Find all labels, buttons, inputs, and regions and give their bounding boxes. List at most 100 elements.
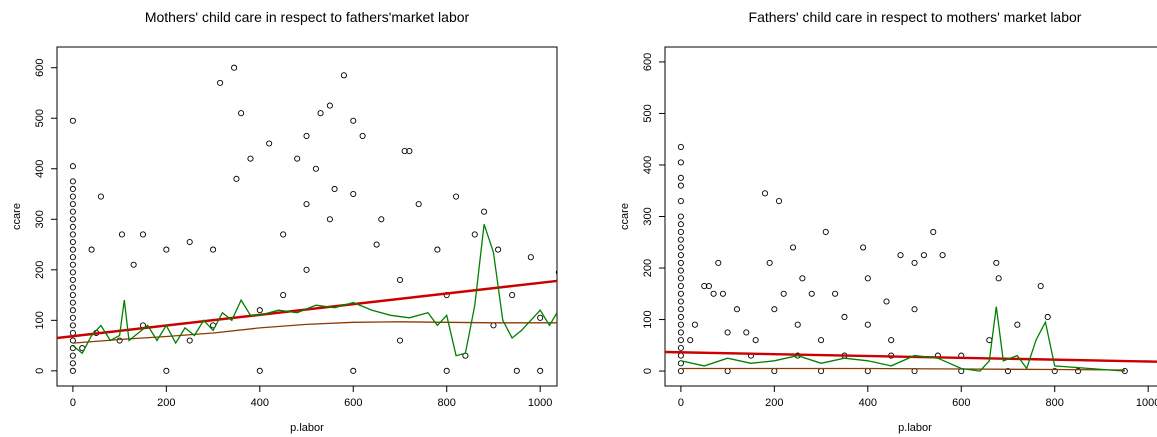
point [69, 223, 76, 230]
point [677, 221, 684, 228]
point [715, 259, 722, 266]
y-tick-label: 100 [642, 310, 654, 328]
point [312, 165, 319, 172]
fit-line [72, 321, 557, 344]
point [818, 368, 825, 375]
point [818, 337, 825, 344]
point [396, 276, 404, 283]
point [677, 337, 684, 344]
point [69, 337, 76, 344]
point [247, 155, 254, 162]
point [256, 307, 263, 314]
point [294, 155, 301, 162]
point [401, 148, 408, 155]
point [911, 259, 918, 266]
point [350, 190, 357, 198]
y-tick-label: 300 [642, 207, 654, 225]
point [396, 337, 404, 344]
point [280, 231, 287, 238]
point [69, 292, 76, 299]
point [705, 283, 712, 290]
x-tick-label: 200 [765, 397, 783, 409]
point [794, 321, 801, 328]
x-tick-label: 800 [1046, 397, 1064, 409]
point [186, 238, 193, 246]
point [266, 140, 273, 147]
point [97, 193, 104, 200]
point [771, 368, 778, 375]
point [303, 132, 310, 139]
point [677, 313, 684, 321]
point [710, 290, 717, 297]
point [217, 79, 224, 86]
point [677, 329, 684, 336]
chart-title: Mothers' child care in respect to father… [145, 9, 470, 25]
point [677, 267, 684, 274]
point [677, 259, 684, 266]
x-tick-label: 1000 [528, 397, 552, 409]
point [69, 201, 76, 208]
point [231, 64, 238, 71]
point [434, 246, 441, 253]
point [864, 368, 871, 375]
point [326, 216, 333, 223]
point [186, 337, 193, 344]
point [677, 197, 684, 205]
point [69, 299, 76, 306]
point [69, 231, 76, 238]
point [256, 367, 263, 374]
point [537, 314, 544, 321]
x-tick-label: 600 [344, 397, 362, 409]
point [513, 367, 520, 374]
point [724, 329, 731, 336]
point [537, 367, 544, 374]
point [280, 292, 287, 299]
point [350, 117, 357, 124]
point [210, 246, 217, 253]
x-tick-label: 600 [952, 397, 970, 409]
point [677, 228, 684, 236]
point [69, 185, 76, 193]
point [808, 290, 815, 297]
point [677, 298, 684, 305]
point [495, 246, 502, 253]
point [888, 337, 895, 344]
point [677, 368, 684, 375]
y-tick-label: 600 [34, 59, 46, 77]
panel: Mothers' child care in respect to father… [11, 9, 558, 434]
y-tick-label: 500 [34, 109, 46, 127]
y-tick-label: 300 [34, 210, 46, 228]
point [832, 290, 839, 297]
point [555, 269, 557, 275]
point [527, 254, 534, 261]
point [415, 201, 422, 208]
point [69, 178, 76, 185]
point [897, 252, 904, 259]
point [780, 290, 787, 297]
point [883, 298, 890, 305]
point [139, 231, 147, 238]
x-tick-label: 400 [251, 397, 269, 409]
point [775, 197, 783, 205]
point [130, 261, 137, 268]
plot-area [57, 64, 557, 374]
plot-box [664, 46, 1157, 387]
point [677, 344, 684, 351]
point [761, 190, 769, 197]
point [69, 216, 76, 223]
point [789, 244, 797, 251]
point [406, 148, 413, 155]
point [69, 360, 76, 367]
point [1014, 321, 1021, 328]
point [677, 360, 684, 367]
point [69, 163, 76, 170]
plot-area [665, 143, 1157, 375]
point [471, 231, 478, 238]
point [677, 352, 684, 359]
point [69, 276, 76, 283]
point [677, 159, 684, 166]
point [677, 306, 684, 313]
point [691, 321, 698, 328]
point [490, 322, 497, 329]
point [69, 254, 76, 261]
